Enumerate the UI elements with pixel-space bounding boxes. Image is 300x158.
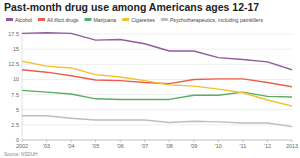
x-tick-label: 2002 (16, 143, 28, 149)
x-tick-label: '12 (264, 143, 271, 149)
series-line (22, 33, 292, 70)
y-tick-label: 5 (16, 107, 19, 113)
legend-swatch (161, 18, 168, 21)
legend-label: All illicit drugs (47, 17, 79, 23)
y-tick-label: 15 (13, 46, 19, 52)
x-tick (218, 140, 219, 142)
legend: Alcohol All illicit drugs Marijuana Cigaret… (6, 17, 263, 23)
x-tick (71, 140, 72, 142)
x-tick (292, 140, 293, 142)
series-line (22, 116, 292, 127)
y-tick-label: 2.5 (11, 122, 19, 128)
x-tick-label: '03 (43, 143, 50, 149)
x-tick (95, 140, 96, 142)
x-tick-label: '05 (92, 143, 99, 149)
source: Source: NSDUH (4, 152, 37, 157)
x-tick (267, 140, 268, 142)
title: Past-month drug use among Americans ages… (4, 1, 259, 13)
x-tick-label: '06 (117, 143, 124, 149)
y-tick-label: 7.5 (11, 92, 19, 98)
x-tick (144, 140, 145, 142)
legend-label: Cigarettes (131, 17, 155, 23)
y-tick-label: 17.5 (8, 31, 19, 37)
grid-line (22, 109, 292, 110)
x-tick (242, 140, 243, 142)
legend-label: Marijuana (93, 17, 116, 23)
x-tick (22, 140, 23, 142)
legend-swatch (122, 18, 129, 21)
series-line (22, 61, 292, 106)
x-axis: 2002 '03 '04 '05 '06 '07 '08 '09 '10 '11 '12 2013 (16, 140, 298, 149)
legend-label: Alcohol (15, 17, 32, 23)
chart: Past-month drug use among Americans ages… (0, 0, 300, 158)
series-line (22, 70, 292, 87)
y-tick-label: 12.5 (8, 61, 19, 67)
x-tick (46, 140, 47, 142)
grid-line (22, 64, 292, 65)
legend-swatch (84, 18, 91, 21)
grid-line (22, 49, 292, 50)
x-tick-label: 2013 (286, 143, 298, 149)
x-tick-label: '11 (240, 143, 247, 149)
grid-line (22, 124, 292, 125)
x-tick (169, 140, 170, 142)
x-tick-label: '10 (215, 143, 222, 149)
legend-swatch (38, 18, 45, 21)
legend-swatch (6, 18, 13, 21)
x-tick-label: '09 (190, 143, 197, 149)
legend-label: Psychotherapeutics, including painkiller… (170, 17, 264, 23)
y-axis: 02.557.51012.51517.5 (8, 31, 292, 143)
x-tick-label: '04 (68, 143, 75, 149)
x-tick (120, 140, 121, 142)
grid-line (22, 140, 292, 141)
x-tick-label: '07 (141, 143, 148, 149)
y-tick-label: 10 (13, 76, 19, 82)
x-tick-label: '08 (166, 143, 173, 149)
plot-area (22, 33, 292, 127)
x-tick (193, 140, 194, 142)
y-axis-line (22, 31, 23, 140)
